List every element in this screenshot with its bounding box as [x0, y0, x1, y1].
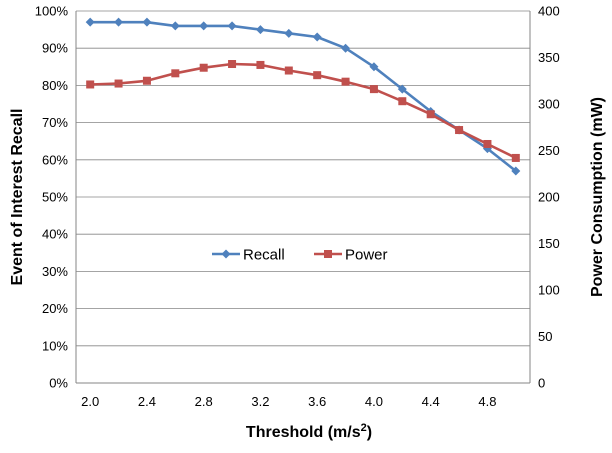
y-right-tick-label: 200	[538, 190, 560, 205]
legend-power-marker	[324, 250, 332, 258]
y-right-tick-label: 300	[538, 97, 560, 112]
x-tick-label: 4.4	[422, 394, 440, 409]
x-tick-label: 4.8	[478, 394, 496, 409]
recall-point	[170, 21, 180, 31]
y-left-tick-label: 90%	[42, 41, 68, 56]
x-axis-title-main: Threshold (m/s	[246, 424, 361, 441]
power-point	[369, 85, 378, 94]
y-right-tick-label: 100	[538, 283, 560, 298]
x-tick-label: 2.4	[138, 394, 156, 409]
power-point	[455, 126, 464, 135]
y-left-tick-label: 30%	[42, 264, 68, 279]
power-point	[86, 80, 95, 89]
y-left-tick-label: 10%	[42, 338, 68, 353]
power-point	[171, 69, 180, 78]
recall-point	[255, 25, 265, 35]
y-left-tick-label: 40%	[42, 227, 68, 242]
power-point	[228, 60, 237, 69]
power-point	[341, 77, 350, 86]
gridlines	[76, 10, 530, 384]
y-right-tick-label: 150	[538, 236, 560, 251]
recall-point	[199, 21, 209, 31]
power-point	[511, 153, 520, 162]
x-tick-label: 3.2	[251, 394, 269, 409]
x-tick-label: 2.8	[195, 394, 213, 409]
power-series-line	[90, 62, 517, 160]
power-point	[483, 139, 492, 148]
y-right-tick-label: 400	[538, 4, 560, 19]
legend-recall-marker	[221, 249, 231, 259]
legend-recall-label: Recall	[243, 247, 285, 264]
x-axis-title-close: )	[367, 424, 372, 441]
recall-point	[341, 43, 351, 53]
y-right-tick-label: 50	[538, 329, 552, 344]
series-lines	[85, 17, 521, 176]
y-left-tick-label: 80%	[42, 78, 68, 93]
x-tick-label: 3.6	[308, 394, 326, 409]
y-right-axis-title: Power Consumption (mW)	[589, 97, 606, 297]
recall-point	[511, 166, 521, 176]
power-point	[114, 79, 123, 88]
y-left-tick-label: 50%	[42, 190, 68, 205]
power-point	[426, 110, 435, 119]
recall-point	[312, 32, 322, 42]
x-tick-label: 2.0	[81, 394, 99, 409]
recall-point	[142, 17, 152, 27]
recall-series-line	[90, 20, 517, 173]
power-point	[313, 71, 322, 80]
y-left-tick-label: 60%	[42, 152, 68, 167]
power-point	[284, 66, 293, 75]
y-left-tick-label: 100%	[35, 4, 69, 19]
legend: Recall Power	[212, 247, 388, 264]
y-right-tick-label: 0	[538, 376, 545, 391]
recall-point	[284, 28, 294, 38]
y-right-tick-label: 350	[538, 50, 560, 65]
axes: 0% 10% 20% 30% 40% 50% 60% 70% 80% 90% 100% 0 50 100 1…	[35, 4, 560, 410]
y-left-tick-label: 0%	[49, 376, 68, 391]
y-left-tick-label: 70%	[42, 115, 68, 130]
axis-titles: Threshold (m/s2) Event of Interest Recall…	[9, 97, 606, 441]
y-right-tick-label: 250	[538, 143, 560, 158]
power-point	[398, 97, 407, 106]
power-point	[256, 60, 265, 69]
y-left-axis-title: Event of Interest Recall	[9, 109, 26, 286]
recall-point	[85, 17, 95, 27]
legend-power-label: Power	[345, 247, 388, 264]
recall-point	[369, 62, 379, 72]
x-axis-title-superscript: 2	[361, 422, 367, 434]
recall-point	[114, 17, 124, 27]
x-tick-label: 4.0	[365, 394, 383, 409]
y-left-tick-label: 20%	[42, 301, 68, 316]
power-point	[199, 63, 208, 72]
power-point	[142, 76, 151, 85]
recall-point	[397, 84, 407, 94]
x-axis-title: Threshold (m/s2)	[246, 422, 372, 441]
recall-point	[227, 21, 237, 31]
